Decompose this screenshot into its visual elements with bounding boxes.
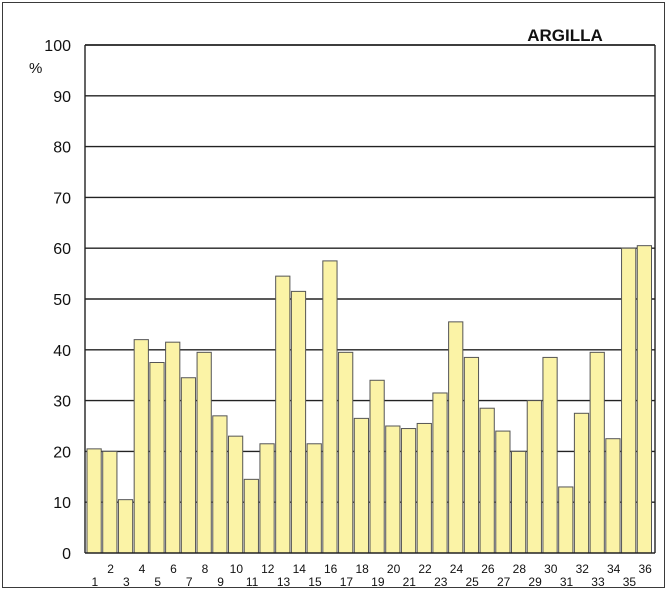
y-tick-label: 80: [53, 140, 71, 157]
x-tick-label: 2: [107, 562, 114, 576]
bar-7: [180, 377, 197, 554]
bar-2: [102, 450, 118, 554]
y-tick-label: 100: [44, 38, 71, 55]
x-tick-label: 26: [481, 562, 495, 576]
y-tick-label: 0: [62, 546, 71, 563]
x-tick-label: 10: [230, 562, 244, 576]
bar-35: [621, 247, 637, 554]
y-axis-unit-label: %: [29, 60, 42, 77]
bar-22: [416, 422, 432, 554]
axes: [84, 44, 656, 554]
x-tick-label: 23: [434, 575, 448, 587]
x-tick-label: 24: [450, 562, 464, 576]
bar-24: [448, 321, 464, 554]
x-tick-label: 33: [591, 575, 605, 587]
x-tick-label: 19: [371, 575, 385, 587]
x-tick-label: 1: [92, 575, 99, 587]
x-tick-label: 31: [560, 575, 574, 587]
x-tick-label: 30: [544, 562, 558, 576]
x-tick-label: 21: [403, 575, 417, 587]
x-tick-label: 27: [497, 575, 511, 587]
y-tick-label: 60: [53, 241, 71, 258]
bar-14: [290, 290, 307, 554]
x-tick-label: 7: [186, 575, 193, 587]
bar-9: [212, 415, 228, 554]
x-tick-label: 17: [340, 575, 354, 587]
x-tick-label: 5: [154, 575, 161, 587]
x-tick-label: 20: [387, 562, 401, 576]
bar-8: [196, 351, 212, 554]
bar-23: [432, 392, 448, 554]
bars: [86, 245, 653, 554]
bar-31: [558, 486, 574, 554]
bar-29: [526, 400, 542, 554]
x-tick-label: 11: [246, 575, 259, 587]
y-tick-label: 70: [53, 190, 71, 207]
bar-26: [479, 407, 495, 554]
x-tick-label: 25: [466, 575, 480, 587]
x-tick-label: 13: [277, 575, 291, 587]
y-tick-label: 20: [53, 444, 71, 461]
bar-11: [243, 478, 259, 554]
bar-5: [149, 362, 165, 554]
x-tick-label: 8: [202, 562, 209, 576]
chart-title: ARGILLA: [527, 26, 603, 45]
bar-6: [165, 341, 181, 554]
x-tick-label: 12: [261, 562, 275, 576]
bar-21: [400, 428, 417, 554]
y-tick-label: 30: [53, 394, 71, 411]
x-tick-label: 9: [217, 575, 224, 587]
bar-32: [573, 412, 590, 554]
x-tick-label: 28: [513, 562, 527, 576]
x-tick-label: 4: [139, 562, 146, 576]
x-tick-label: 35: [623, 575, 637, 587]
tick-labels: 0102030405060708090100123456789101112131…: [44, 38, 652, 587]
bar-13: [275, 275, 291, 554]
y-tick-label: 40: [53, 343, 71, 360]
bar-25: [463, 356, 480, 554]
bar-36: [636, 245, 653, 554]
x-tick-label: 36: [638, 562, 652, 576]
y-tick-label: 50: [53, 292, 71, 309]
bar-27: [495, 430, 511, 554]
x-tick-label: 15: [308, 575, 322, 587]
bar-20: [385, 425, 401, 554]
x-tick-label: 22: [418, 562, 432, 576]
x-tick-label: 14: [293, 562, 307, 576]
bar-1: [86, 448, 102, 554]
x-tick-label: 34: [607, 562, 621, 576]
bar-10: [228, 435, 244, 554]
argilla-bar-chart: 0102030405060708090100123456789101112131…: [29, 26, 656, 587]
x-tick-label: 16: [324, 562, 338, 576]
x-tick-label: 32: [576, 562, 590, 576]
bar-3: [117, 499, 134, 554]
x-tick-label: 18: [355, 562, 369, 576]
bar-17: [338, 351, 354, 554]
bar-15: [306, 443, 322, 554]
bar-19: [369, 379, 385, 554]
bar-4: [133, 339, 149, 554]
y-tick-label: 90: [53, 89, 71, 106]
x-tick-label: 3: [123, 575, 130, 587]
bar-28: [511, 450, 527, 554]
bar-30: [542, 356, 558, 554]
bar-33: [589, 351, 605, 554]
bar-12: [259, 443, 275, 554]
y-tick-label: 10: [53, 495, 71, 512]
x-tick-label: 6: [170, 562, 177, 576]
bar-16: [322, 260, 338, 554]
bar-34: [605, 438, 621, 554]
x-tick-label: 29: [528, 575, 542, 587]
bar-18: [353, 417, 369, 554]
